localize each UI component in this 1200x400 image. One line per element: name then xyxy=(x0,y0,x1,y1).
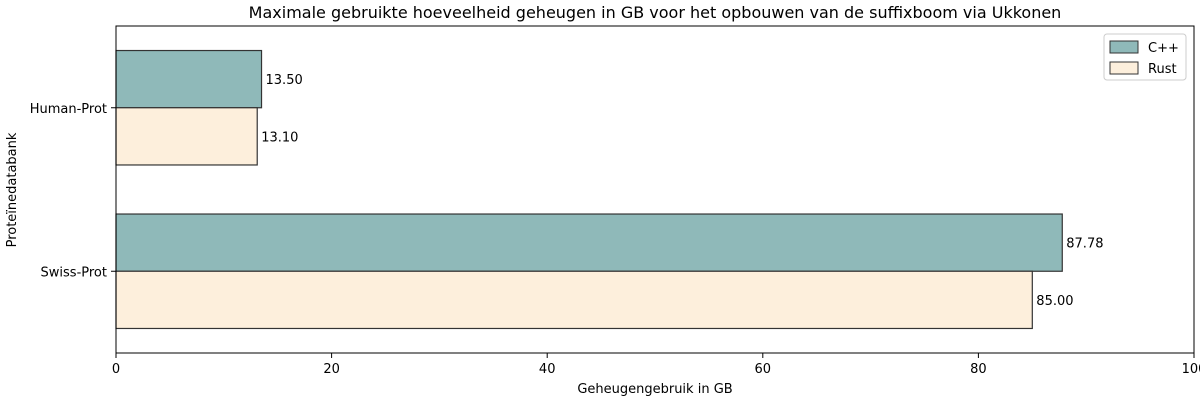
x-tick-label: 100 xyxy=(1182,362,1200,377)
plot-frame xyxy=(115,25,1195,354)
x-tick-label: 60 xyxy=(755,362,772,377)
legend-label: Rust xyxy=(1148,62,1177,77)
bar-cplus-human-prot xyxy=(115,49,263,109)
y-tick-label: Human-Prot xyxy=(30,102,107,117)
x-tick-label: 80 xyxy=(970,362,987,377)
bar-value-label: 13.50 xyxy=(266,73,303,88)
legend-label: C++ xyxy=(1148,41,1179,56)
y-axis: Human-Prot Swiss-Prot xyxy=(30,102,116,280)
bar-rust-swiss-prot xyxy=(115,270,1033,330)
x-tick-label: 40 xyxy=(539,362,556,377)
bars-group xyxy=(115,49,1063,330)
bar-rust-human-prot xyxy=(115,107,258,166)
x-axis: 0 20 40 60 80 100 xyxy=(112,353,1200,377)
value-labels-group: 13.50 87.78 13.10 85.00 xyxy=(261,73,1103,309)
y-tick-label: Swiss-Prot xyxy=(41,265,107,280)
x-axis-label: Geheugengebruik in GB xyxy=(577,382,732,397)
bar-value-label: 85.00 xyxy=(1036,294,1073,309)
bar-cplus-swiss-prot xyxy=(115,213,1063,272)
legend: C++ Rust xyxy=(1103,33,1187,81)
x-tick-label: 20 xyxy=(323,362,340,377)
y-axis-label: Proteïnedatabank xyxy=(5,132,20,247)
bar-value-label: 87.78 xyxy=(1066,237,1103,252)
chart-title: Maximale gebruikte hoeveelheid geheugen … xyxy=(249,3,1062,22)
legend-swatch xyxy=(1109,61,1139,75)
legend-swatch xyxy=(1109,40,1139,54)
x-tick-label: 0 xyxy=(112,362,120,377)
bar-value-label: 13.10 xyxy=(261,130,298,145)
